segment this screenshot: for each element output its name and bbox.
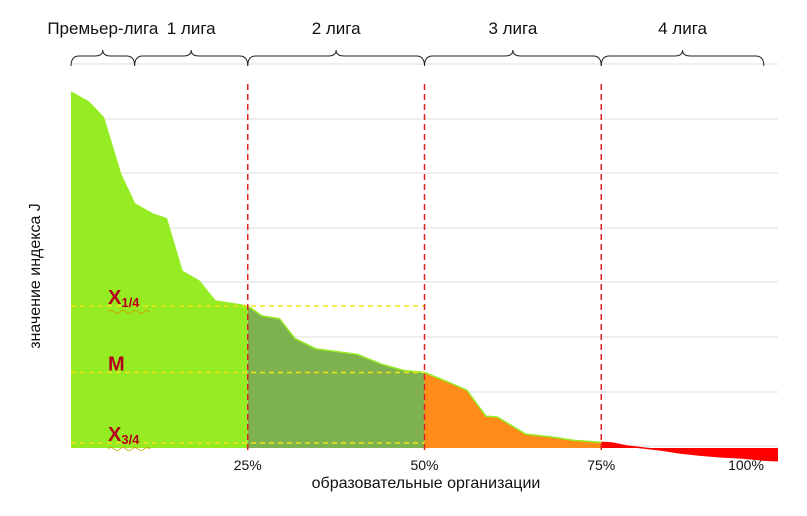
quantile-label-main: X — [108, 287, 122, 309]
reference-lines — [71, 84, 602, 452]
x-axis-title: образовательные организации — [312, 475, 541, 492]
league-bracket — [70, 49, 136, 67]
x-tick-label: 25% — [234, 457, 262, 473]
area-outline — [70, 91, 248, 307]
area-series — [70, 91, 779, 462]
league-bracket — [247, 49, 425, 67]
x-tick-labels: 25% 50% 75% 100% — [234, 457, 764, 473]
area-segment-q1 — [71, 92, 248, 448]
quantile-label-main: X — [108, 424, 122, 446]
league-label: 3 лига — [488, 19, 537, 38]
area-segment-q2 — [247, 306, 425, 448]
league-label: 4 лига — [658, 19, 707, 38]
spellcheck-underline — [107, 447, 151, 451]
y-axis-title: значение индекса J — [27, 203, 44, 349]
quantile-label: M — [108, 354, 125, 376]
quantile-label: X3/4 — [108, 424, 140, 447]
area-outline — [424, 371, 602, 444]
spellcheck-underline — [107, 310, 151, 314]
league-label: Премьер-лига — [47, 19, 158, 38]
area-segment-q3 — [424, 372, 602, 448]
league-bracket — [600, 49, 765, 67]
area-segment-q4 — [601, 442, 778, 461]
quantile-label-sub: 1/4 — [121, 295, 140, 310]
x-tick-label: 50% — [410, 457, 438, 473]
league-brackets: Премьер-лига 1 лига 2 лига 3 лига 4 лига — [47, 19, 765, 67]
league-label: 1 лига — [167, 19, 216, 38]
x-tick-label: 100% — [728, 457, 764, 473]
quantile-label-main: M — [108, 354, 125, 376]
league-bracket — [424, 49, 602, 67]
quantile-label: X1/4 — [108, 287, 140, 310]
league-label: 2 лига — [312, 19, 361, 38]
league-bracket — [134, 49, 249, 67]
x-tick-label: 75% — [587, 457, 615, 473]
area-outline — [601, 441, 779, 462]
quantile-label-sub: 3/4 — [121, 432, 140, 447]
area-outline — [247, 305, 425, 374]
